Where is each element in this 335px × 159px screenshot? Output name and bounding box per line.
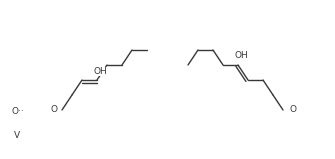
Text: V: V <box>14 131 20 141</box>
Text: OH: OH <box>234 52 248 61</box>
Text: O: O <box>51 106 58 114</box>
Text: O··: O·· <box>12 107 25 117</box>
Text: O: O <box>289 106 296 114</box>
Text: OH: OH <box>93 66 107 76</box>
